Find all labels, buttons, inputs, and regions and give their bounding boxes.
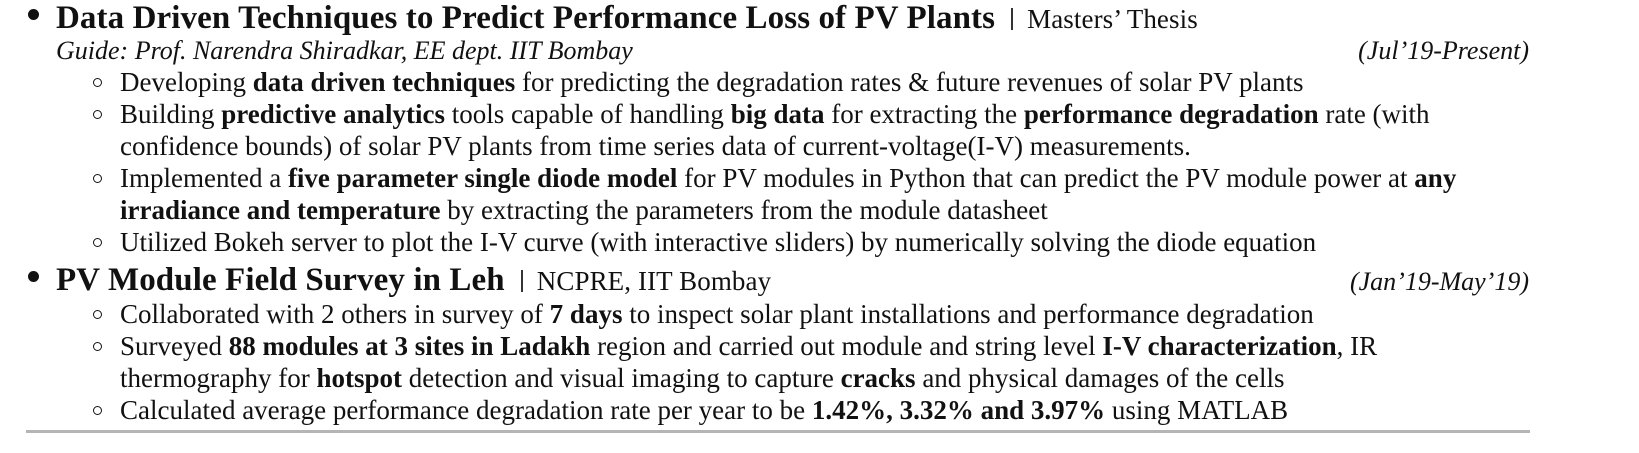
item-text: Calculated average performance degradati… [120,395,812,425]
bullet-dot-icon [28,271,39,282]
bold-text: I-V characterization [1102,331,1337,361]
item-text: Surveyed [120,331,229,361]
item-text: and physical damages of the cells [915,363,1285,393]
bold-text: five parameter single diode model [287,163,678,193]
project-entry: Data Driven Techniques to Predict Perfor… [0,0,1639,258]
list-item: Utilized Bokeh server to plot the I-V cu… [0,226,1639,258]
list-item: Collaborated with 2 others in survey of … [0,298,1639,330]
entry-organization: NCPRE, IIT Bombay [536,266,772,296]
item-text: for predicting the degradation rates & f… [515,67,1304,97]
item-text: Building [120,99,222,129]
item-text: for PV modules in Python that can predic… [677,163,1415,193]
item-text: Implemented a [120,163,288,193]
item-text: region and carried out module and string… [590,331,1103,361]
bold-text: 7 days [549,299,623,329]
bold-text: predictive analytics [221,99,445,129]
item-text: by extracting the parameters from the mo… [440,195,1048,225]
entry-subheader: Guide: Prof. Narendra Shiradkar, EE dept… [0,36,1639,66]
list-item: Building predictive analytics tools capa… [0,98,1639,162]
entry-organization: Masters’ Thesis [1027,4,1198,34]
entry-header: PV Module Field Survey in Leh NCPRE, IIT … [0,262,1639,298]
list-item: Developing data driven techniques for pr… [0,66,1639,98]
list-item: Surveyed 88 modules at 3 sites in Ladakh… [0,330,1639,394]
bold-text: any irradiance and temperature [120,163,1457,225]
section-divider [26,430,1530,433]
bold-text: data driven techniques [252,67,516,97]
item-text: detection and visual imaging to capture [401,363,841,393]
bold-text: cracks [840,363,916,393]
circle-bullet-icon [93,110,102,119]
entry-items: Developing data driven techniques for pr… [0,66,1639,258]
entry-date: (Jan’19-May’19) [1349,267,1529,296]
item-text: using MATLAB [1105,395,1289,425]
circle-bullet-icon [93,342,102,351]
item-text: tools capable of handling [445,99,731,129]
item-text: Collaborated with 2 others in survey of [120,299,550,329]
bullet-dot-icon [28,9,39,20]
entry-title: PV Module Field Survey in Leh [56,262,505,298]
item-text: rate (with confidence bounds) of solar P… [120,99,1430,161]
circle-bullet-icon [93,238,102,247]
entry-header: Data Driven Techniques to Predict Perfor… [0,0,1639,36]
circle-bullet-icon [93,406,102,415]
entry-heading: Data Driven Techniques to Predict Perfor… [56,0,1198,37]
circle-bullet-icon [93,310,102,319]
circle-bullet-icon [93,174,102,183]
bold-text: 88 modules at 3 sites in Ladakh [228,331,591,361]
bold-text: performance degradation [1023,99,1319,129]
bold-text: 1.42%, 3.32% and 3.97% [811,395,1106,425]
item-text: Developing [120,67,253,97]
entry-date: (Jul’19-Present) [1358,36,1529,65]
item-text: to inspect solar plant installations and… [622,299,1314,329]
entry-title: Data Driven Techniques to Predict Perfor… [56,0,996,36]
item-text: Utilized Bokeh server to plot the I-V cu… [120,227,1317,257]
item-text: for extracting the [824,99,1024,129]
entry-items: Collaborated with 2 others in survey of … [0,298,1639,426]
project-entry: PV Module Field Survey in Leh NCPRE, IIT … [0,262,1639,426]
list-item: Calculated average performance degradati… [0,394,1639,426]
bold-text: big data [730,99,825,129]
circle-bullet-icon [93,78,102,87]
entry-heading: PV Module Field Survey in Leh NCPRE, IIT … [56,262,771,299]
entry-guide: Guide: Prof. Narendra Shiradkar, EE dept… [56,36,633,65]
item-text: , IR thermography for [120,331,1378,393]
bold-text: hotspot [316,363,402,393]
separator [520,270,523,292]
list-item: Implemented a five parameter single diod… [0,162,1639,226]
separator [1011,8,1014,30]
